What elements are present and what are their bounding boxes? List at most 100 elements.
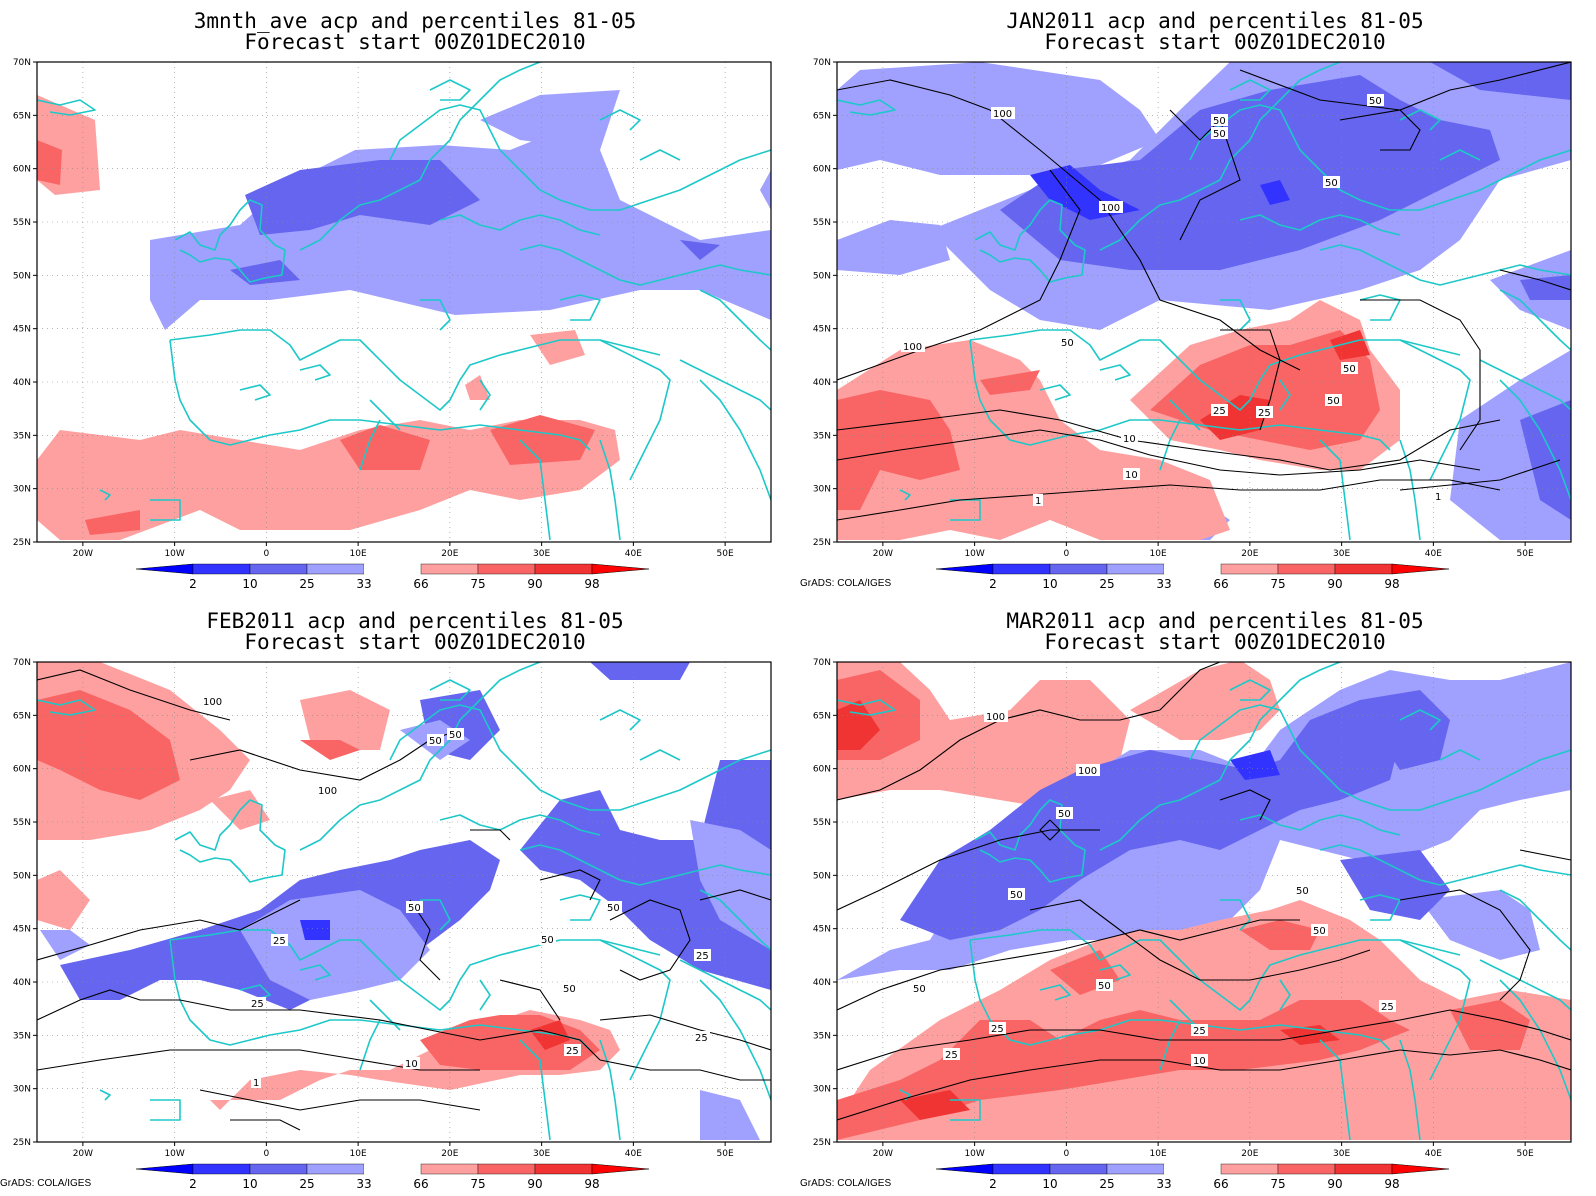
lon-label: 20W [873,549,893,559]
shaded-region [900,1090,970,1120]
svg-text:100: 100 [993,109,1012,120]
svg-text:1: 1 [253,1078,259,1089]
coastline [479,979,491,1011]
svg-text:50: 50 [1369,96,1382,107]
legend-label: 2 [189,1177,197,1190]
contour-label: 50 [1008,888,1025,901]
legend-label: 2 [989,577,997,590]
coastline [1319,1039,1351,1141]
contour-line [1219,789,1271,821]
lon-label: 0 [264,549,270,559]
lon-label: 20W [73,1149,93,1159]
legend-label: 10 [1042,577,1057,590]
lat-label: 25N [13,1138,31,1148]
coastline [389,104,771,211]
coastline [519,1039,551,1141]
svg-text:25: 25 [251,999,264,1010]
legend-swatch [1164,1164,1221,1174]
contour-label: 25 [271,934,288,947]
contour-line [499,979,561,1021]
lon-label: 20E [1241,1149,1258,1159]
contour-label: 100 [901,340,925,353]
contour-label: 100 [984,710,1008,723]
svg-text:50: 50 [1213,116,1226,127]
coastline [860,640,875,650]
svg-text:50: 50 [1327,396,1340,407]
coastline [429,79,471,101]
map-layer: 100 100 50 50 25 50 50 25 50 25 10 25 1 50 25 [37,640,771,1142]
legend-swatch [1277,563,1336,575]
contour-label: 10 [1191,1054,1208,1067]
coastline [639,749,681,761]
lat-label: 65N [13,711,31,721]
contour-line [989,109,1101,201]
legend-arrow-low [935,1163,994,1175]
color-legend: 2 10 25 33 66 75 90 98 [935,1163,1450,1190]
lon-label: 30E [1333,1149,1350,1159]
svg-text:25: 25 [695,1033,708,1044]
coastline [1439,749,1481,761]
lat-label: 35N [13,431,31,441]
contour-line [1159,662,1221,711]
legend-label: 10 [242,1177,257,1190]
lat-label: 45N [13,325,31,335]
shaded-region [980,370,1040,395]
lat-label: 65N [13,111,31,121]
shaded-region [300,690,390,750]
panel-subtitle: Forecast start 00Z01DEC2010 [244,630,586,654]
coastline [439,814,601,836]
map-layer: 100 100 50 50 50 50 50 50 50 25 25 10 10 1 1 100 [837,62,1571,542]
coastline [599,939,671,1081]
shaded-region [40,930,90,960]
contour-label: 10 [1123,468,1140,481]
legend-label: 90 [1327,1177,1342,1190]
legend-swatch [306,1163,365,1175]
legend-label: 2 [189,577,197,590]
contour-label: 50 [1211,127,1228,140]
contour-line [1169,109,1241,241]
credit-text: GrADS: COLA/IGES [800,1178,892,1189]
coastline [950,1099,981,1121]
shaded-region [1340,850,1450,920]
shaded-region [300,740,360,760]
coastline [359,419,381,471]
coastline [1319,439,1351,541]
svg-text:25: 25 [945,1050,958,1061]
coastline [1099,964,1131,981]
contour-label: 50 [406,901,423,914]
contour-label: 1 [251,1076,261,1089]
lon-label: 10E [1150,1149,1167,1159]
contour-label: 10 [403,1057,420,1070]
svg-text:100: 100 [986,712,1005,723]
credit-text: GrADS: COLA/IGES [800,578,892,589]
contour-line [1360,299,1481,451]
color-legend: 2 10 25 33 66 75 90 98 [135,1163,650,1190]
legend-swatch [1220,1163,1279,1175]
legend-swatch [477,1163,536,1175]
contour-label: 50 [605,901,622,914]
coastline [519,439,551,541]
contour-line [539,869,601,901]
lat-label: 30N [13,1085,31,1095]
lon-label: 30E [533,549,550,559]
contour-line [1399,889,1531,1001]
legend-swatch [420,1163,479,1175]
legend-label: 98 [584,1177,599,1190]
panel-jan2011: JAN2011 acp and percentiles 81-05 Foreca… [800,0,1590,590]
legend-label: 33 [356,1177,371,1190]
lon-label: 50E [1517,1149,1534,1159]
contour-line [1399,1049,1571,1071]
legend-swatch [192,563,251,575]
coastline [60,640,75,650]
lon-label: 50E [717,1149,734,1159]
coastline [1039,984,1071,1001]
panel-title: JAN2011 acp and percentiles 81-05 [1006,9,1424,33]
lon-label: 40E [625,1149,642,1159]
lon-label: 40E [1425,1149,1442,1159]
shaded-region [1240,920,1320,950]
lat-label: 70N [13,658,31,668]
contour-label: 50 [427,734,444,747]
legend-label: 90 [1327,577,1342,590]
lat-label: 30N [813,485,831,495]
